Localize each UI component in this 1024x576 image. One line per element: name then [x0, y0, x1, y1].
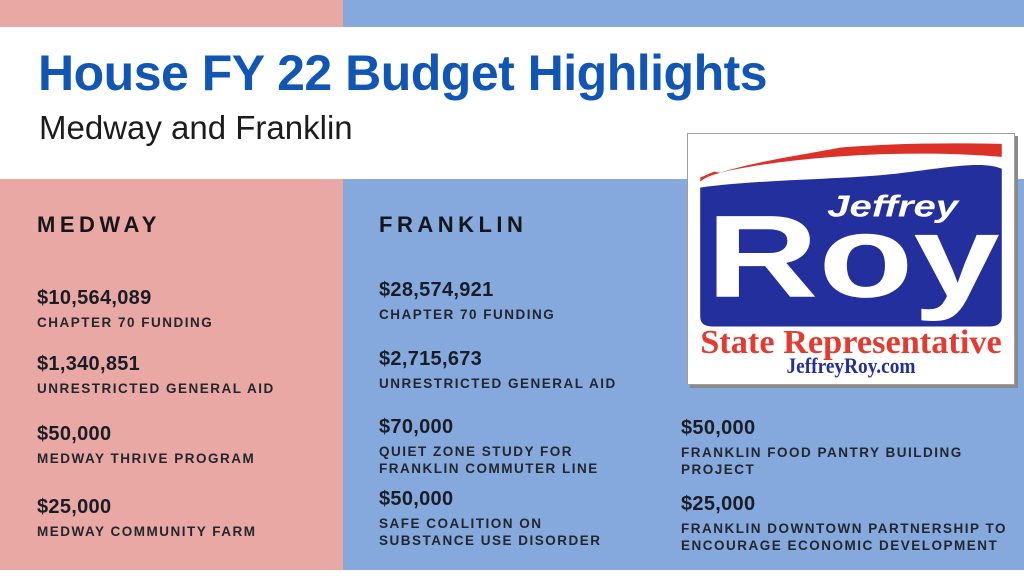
label: MEDWAY COMMUNITY FARM [37, 523, 257, 539]
medway-heading: MEDWAY [37, 212, 161, 237]
medway-item-thrive-program: $50,000 MEDWAY THRIVE PROGRAM [37, 422, 329, 468]
franklin-heading: FRANKLIN [379, 212, 528, 237]
medway-item-chapter70: $10,564,089 CHAPTER 70 FUNDING [37, 286, 329, 332]
label: CHAPTER 70 FUNDING [379, 307, 556, 322]
amount: $50,000 [681, 417, 756, 439]
top-strip-blue [343, 0, 1024, 27]
logo-website: JeffreyRoy.com [787, 354, 916, 378]
logo-blue-panel [700, 164, 1002, 327]
franklin-item-quiet-zone-study: $70,000 QUIET ZONE STUDY FOR FRANKLIN CO… [379, 415, 679, 477]
amount: $2,715,673 [379, 347, 483, 370]
jeffrey-roy-logo-graphic: Jeffrey Roy State Representative Jeffrey… [700, 143, 1002, 378]
franklin-column: FRANKLIN $28,574,921 CHAPTER 70 FUNDING … [379, 212, 679, 549]
amount: $50,000 [37, 423, 112, 445]
amount: $25,000 [37, 495, 112, 518]
amount: $28,574,921 [379, 279, 494, 301]
medway-item-unrestricted-aid: $1,340,851 UNRESTRICTED GENERAL AID [37, 352, 329, 398]
label: QUIET ZONE STUDY FOR FRANKLIN COMMUTER L… [379, 444, 599, 476]
label: FRANKLIN FOOD PANTRY BUILDING PROJECT [681, 445, 963, 477]
franklin-item-safe-coalition: $50,000 SAFE COALITION ON SUBSTANCE USE … [379, 487, 679, 549]
amount: $50,000 [379, 488, 454, 510]
amount: $25,000 [681, 493, 756, 515]
logo-office-title: State Representative [700, 324, 1002, 361]
amount: $10,564,089 [37, 287, 152, 309]
logo-first-name: Jeffrey [827, 188, 960, 223]
franklin-item-downtown-partnership: $25,000 FRANKLIN DOWNTOWN PARTNERSHIP TO… [681, 492, 1016, 554]
amount: $70,000 [379, 416, 454, 438]
medway-item-community-farm: $25,000 MEDWAY COMMUNITY FARM [37, 495, 329, 541]
logo-red-swoosh [700, 143, 1002, 182]
franklin-item-chapter70: $28,574,921 CHAPTER 70 FUNDING [379, 278, 679, 324]
jeffrey-roy-logo: Jeffrey Roy State Representative Jeffrey… [687, 133, 1015, 385]
label: CHAPTER 70 FUNDING [37, 315, 214, 330]
label: UNRESTRICTED GENERAL AID [379, 375, 617, 391]
label: SAFE COALITION ON SUBSTANCE USE DISORDER [379, 516, 602, 548]
logo-white-swoosh-highlight [710, 147, 840, 173]
top-strip-pink [0, 0, 343, 27]
page-title: House FY 22 Budget Highlights [38, 45, 768, 101]
medway-panel-background [0, 179, 343, 570]
label: UNRESTRICTED GENERAL AID [37, 380, 275, 396]
franklin-item-food-pantry: $50,000 FRANKLIN FOOD PANTRY BUILDING PR… [681, 416, 1016, 478]
page-subtitle: Medway and Franklin [39, 109, 353, 146]
label: MEDWAY THRIVE PROGRAM [37, 451, 256, 466]
franklin-right-column: $50,000 FRANKLIN FOOD PANTRY BUILDING PR… [681, 416, 1016, 554]
medway-column: MEDWAY $10,564,089 CHAPTER 70 FUNDING $1… [37, 212, 329, 540]
logo-last-name: Roy [706, 191, 1000, 322]
franklin-item-unrestricted-aid: $2,715,673 UNRESTRICTED GENERAL AID [379, 347, 679, 393]
amount: $1,340,851 [37, 352, 141, 375]
label: FRANKLIN DOWNTOWN PARTNERSHIP TO ENCOURA… [681, 521, 1007, 553]
